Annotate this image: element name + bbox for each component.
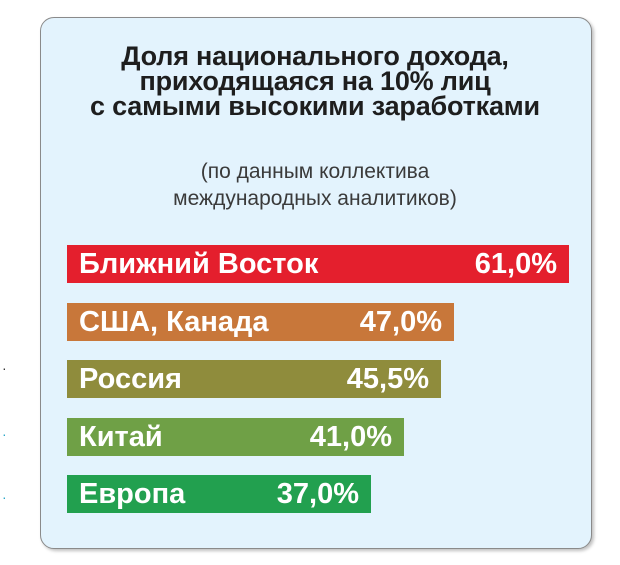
chart-title: Доля национального дохода, приходящаяся … xyxy=(90,41,540,121)
edge-dot: · xyxy=(2,426,7,442)
bar-category-label: Европа xyxy=(79,477,186,510)
bar-category-label: США, Канада xyxy=(79,305,269,338)
bar-value-label: 61,0% xyxy=(474,247,557,280)
bar-value-label: 37,0% xyxy=(276,477,359,510)
bar-category-label: Россия xyxy=(79,362,182,395)
chart-card xyxy=(40,17,592,549)
edge-dot: · xyxy=(2,489,7,505)
bar-5: Европа 37,0% xyxy=(67,475,371,513)
bar-4: Китай 41,0% xyxy=(67,418,404,456)
bar-value-label: 45,5% xyxy=(346,362,429,395)
chart-subtitle: (по данным коллектива международных анал… xyxy=(173,160,457,210)
bar-3: Россия 45,5% xyxy=(67,360,441,398)
bar-value-label: 41,0% xyxy=(309,420,392,453)
bar-1: Ближний Восток 61,0% xyxy=(67,245,569,283)
bar-2: США, Канада 47,0% xyxy=(67,303,454,341)
bar-value-label: 47,0% xyxy=(359,305,442,338)
edge-dot: · xyxy=(2,360,7,376)
bar-category-label: Китай xyxy=(79,420,163,453)
bar-category-label: Ближний Восток xyxy=(79,247,319,280)
